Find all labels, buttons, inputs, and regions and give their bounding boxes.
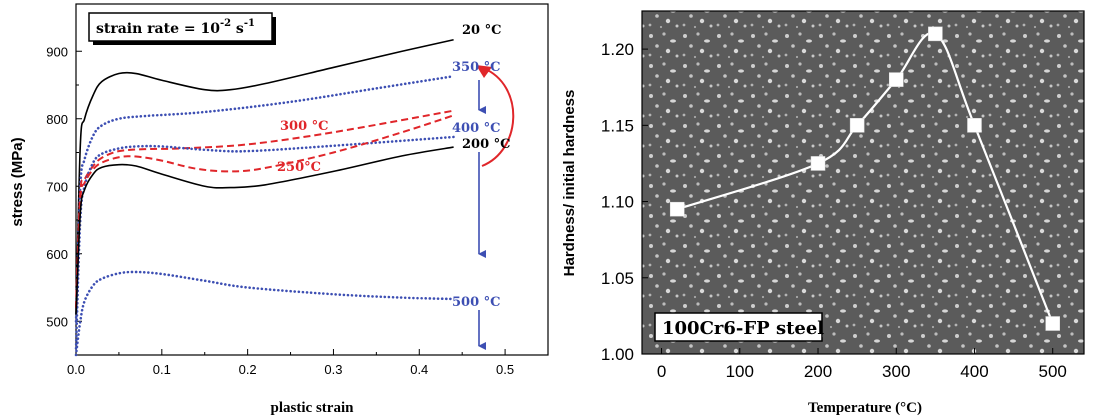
right-y-tick-label: 1.10 <box>601 193 634 212</box>
right-y-tick-label: 1.15 <box>601 116 634 135</box>
left-chart: 0.0 0.1 0.2 0.3 0.4 0.5 500 600 700 800 900 strain… <box>9 3 549 416</box>
hardness-line <box>676 31 1054 324</box>
left-axis-ticks: 0.0 0.1 0.2 0.3 0.4 0.5 500 600 700 800 900 <box>46 44 549 377</box>
right-curve <box>669 26 1060 331</box>
curve-20C <box>75 38 454 315</box>
micrograph-background <box>642 11 1084 354</box>
steel-label: 100Cr6-FP steel <box>662 318 824 339</box>
right-x-axis-label: Temperature (°C) <box>808 400 922 416</box>
left-plot-frame <box>75 3 549 356</box>
left-y-tick-label: 900 <box>46 44 68 59</box>
label-200C: 200 °C <box>462 137 511 152</box>
left-y-tick-label: 500 <box>46 314 68 329</box>
curve-200C <box>75 146 454 315</box>
curve-500C <box>74 270 455 357</box>
label-500C: 500 °C <box>452 295 501 310</box>
hardness-marker <box>928 26 943 42</box>
right-x-tick-label: 500 <box>1039 362 1067 381</box>
left-x-tick-label: 0.5 <box>496 362 514 377</box>
right-y-tick-label: 1.20 <box>601 40 634 59</box>
hardness-marker <box>849 118 865 133</box>
left-x-tick-label: 0.0 <box>67 362 85 377</box>
left-x-axis-label: plastic strain <box>271 400 355 416</box>
curve-350C <box>74 74 455 323</box>
hardness-marker <box>967 118 982 133</box>
label-20C: 20 °C <box>462 23 501 38</box>
label-400C: 400 °C <box>452 121 501 136</box>
right-x-tick-label: 400 <box>960 362 988 381</box>
label-300C: 300 °C <box>280 119 329 134</box>
right-plot-frame <box>641 10 1085 355</box>
steel-label-box <box>654 312 823 342</box>
red-cycle-arrow <box>481 67 515 167</box>
hardness-marker <box>888 72 904 87</box>
right-y-tick-label: 1.00 <box>601 345 634 364</box>
left-y-axis-label: stress (MPa) <box>9 137 26 226</box>
red-arrowhead <box>476 65 492 78</box>
right-chart: 0 100 200 300 400 500 1.00 1.05 1.10 1.15 1.20 100… <box>561 10 1085 416</box>
left-y-tick-label: 800 <box>46 112 68 127</box>
left-x-tick-label: 0.1 <box>153 362 171 377</box>
left-y-tick-label: 600 <box>46 247 68 262</box>
left-y-tick-label: 700 <box>46 179 68 194</box>
left-curves <box>74 38 455 357</box>
curve-400C <box>74 135 455 350</box>
strain-rate-box: strain rate = 10-2 s-1 <box>88 12 276 45</box>
label-350C: 350 °C <box>452 60 501 75</box>
right-x-tick-label: 100 <box>726 362 754 381</box>
curve-300C <box>75 109 454 308</box>
left-x-tick-label: 0.4 <box>410 362 428 377</box>
right-x-tick-label: 0 <box>657 362 666 381</box>
hardness-marker <box>810 156 826 171</box>
left-x-tick-label: 0.3 <box>324 362 342 377</box>
right-x-tick-label: 200 <box>804 362 832 381</box>
right-y-tick-label: 1.05 <box>601 269 634 288</box>
left-x-tick-label: 0.2 <box>239 362 257 377</box>
label-250C: 250°C <box>277 160 321 175</box>
hardness-marker <box>1045 316 1060 331</box>
right-y-axis-label: Hardness/ initial hardness <box>561 90 578 277</box>
curve-250C <box>75 114 454 308</box>
right-axis-ticks: 0 100 200 300 400 500 1.00 1.05 1.10 1.15 1.20 <box>601 40 1067 381</box>
hardness-marker <box>669 201 685 217</box>
right-x-tick-label: 300 <box>882 362 910 381</box>
strain-rate-text: strain rate = 10-2 s-1 <box>96 18 255 37</box>
